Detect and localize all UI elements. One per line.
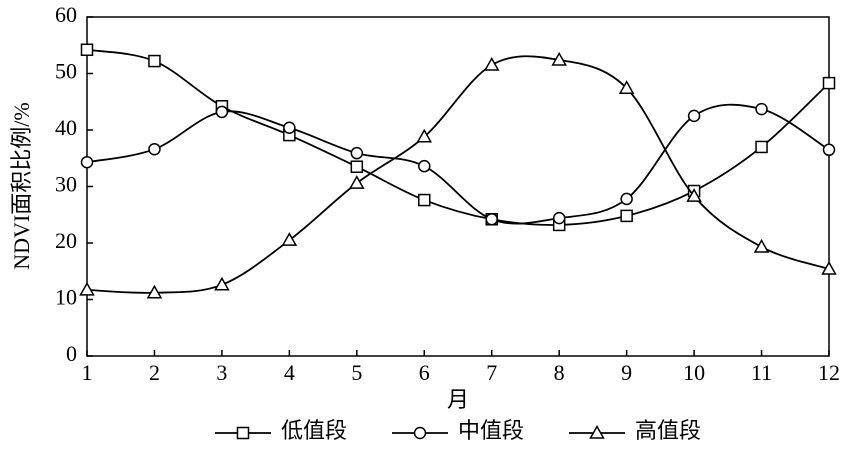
data-point bbox=[350, 160, 364, 173]
y-tick-label: 10 bbox=[55, 285, 77, 310]
data-point bbox=[80, 155, 94, 169]
data-point bbox=[148, 142, 161, 156]
data-point bbox=[753, 238, 770, 253]
legend-label: 高值段 bbox=[635, 418, 701, 443]
x-tick-label: 10 bbox=[683, 360, 705, 385]
x-tick-label: 2 bbox=[149, 360, 160, 385]
data-point bbox=[821, 260, 837, 275]
legend-marker bbox=[589, 424, 605, 439]
data-point bbox=[485, 213, 498, 226]
x-axis-label: 月 bbox=[447, 387, 469, 412]
data-point bbox=[146, 284, 163, 299]
x-tick-label: 6 bbox=[419, 360, 430, 385]
data-point bbox=[618, 80, 635, 94]
x-tick-label: 3 bbox=[216, 360, 227, 385]
data-point bbox=[620, 192, 633, 206]
data-point bbox=[687, 109, 701, 123]
y-tick-label: 0 bbox=[66, 341, 77, 366]
legend-marker bbox=[236, 426, 250, 440]
data-point bbox=[822, 143, 836, 157]
data-point bbox=[551, 51, 567, 66]
data-point bbox=[283, 121, 296, 134]
data-point bbox=[79, 281, 95, 296]
y-axis-label: NDVI面积比例/% bbox=[9, 102, 34, 269]
y-tick-label: 40 bbox=[55, 115, 77, 140]
data-point bbox=[215, 105, 229, 119]
data-point bbox=[214, 276, 230, 291]
data-point bbox=[552, 211, 566, 225]
data-point bbox=[755, 140, 768, 154]
data-point bbox=[416, 128, 433, 143]
data-point bbox=[686, 188, 702, 202]
data-point bbox=[80, 43, 94, 57]
data-point bbox=[483, 57, 500, 71]
series-line bbox=[86, 55, 830, 294]
x-tick-label: 8 bbox=[554, 360, 565, 385]
x-tick-label: 5 bbox=[351, 360, 362, 385]
data-point bbox=[620, 209, 633, 223]
series-line bbox=[86, 48, 830, 226]
x-tick-label: 9 bbox=[621, 360, 632, 385]
data-point bbox=[822, 76, 836, 90]
x-tick-label: 1 bbox=[82, 360, 93, 385]
legend-label: 低值段 bbox=[281, 418, 347, 443]
y-tick-label: 60 bbox=[55, 2, 77, 27]
data-point bbox=[148, 54, 161, 68]
data-point bbox=[418, 159, 431, 173]
data-point bbox=[281, 232, 298, 246]
data-point bbox=[418, 193, 431, 207]
y-tick-label: 50 bbox=[55, 59, 77, 84]
x-tick-label: 7 bbox=[486, 360, 497, 385]
data-point bbox=[350, 146, 364, 160]
x-tick-label: 4 bbox=[284, 360, 295, 385]
series-line bbox=[86, 103, 830, 225]
y-tick-label: 30 bbox=[55, 172, 77, 197]
y-tick-label: 20 bbox=[55, 228, 77, 253]
legend-marker bbox=[413, 426, 427, 440]
plot-frame bbox=[86, 16, 830, 357]
legend-label: 中值段 bbox=[458, 418, 524, 443]
x-tick-label: 11 bbox=[751, 360, 772, 385]
data-point bbox=[349, 175, 365, 189]
x-tick-label: 12 bbox=[818, 360, 840, 385]
data-point bbox=[755, 102, 768, 116]
